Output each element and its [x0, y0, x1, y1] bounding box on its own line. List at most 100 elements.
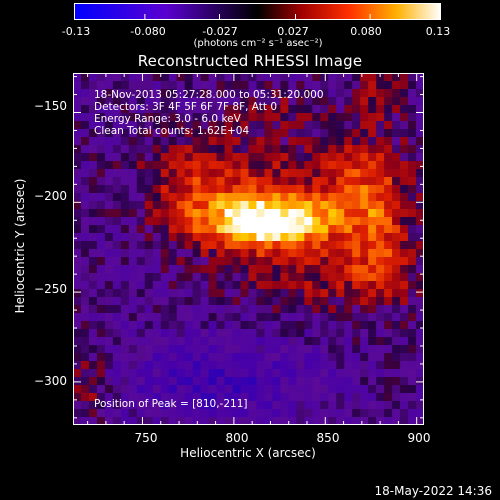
heatmap-cell — [192, 129, 202, 138]
heatmap-cell — [208, 417, 218, 425]
heatmap-cell — [200, 257, 210, 266]
heatmap-cell — [144, 153, 154, 162]
heatmap-cell — [416, 73, 424, 82]
heatmap-cell — [384, 377, 393, 386]
heatmap-cell — [400, 353, 409, 362]
heatmap-cell — [136, 369, 146, 378]
heatmap-cell — [320, 369, 329, 378]
heatmap-cell — [96, 401, 106, 410]
heatmap-cell — [96, 313, 106, 322]
heatmap-cell — [264, 313, 274, 322]
heatmap-cell — [336, 369, 345, 378]
heatmap-cell — [200, 201, 210, 210]
heatmap-cell — [408, 105, 417, 114]
heatmap-cell — [176, 225, 186, 234]
axis-ticks — [73, 73, 424, 425]
heatmap-cell — [216, 113, 226, 122]
heatmap-cell — [224, 337, 234, 346]
heatmap-cell — [208, 241, 218, 250]
heatmap-cell — [152, 321, 162, 330]
heatmap-cell — [152, 177, 162, 186]
heatmap-cell — [152, 249, 162, 258]
heatmap-cell — [320, 281, 329, 290]
heatmap-cell — [96, 169, 106, 178]
heatmap-cell — [320, 201, 329, 210]
heatmap-cells — [73, 73, 424, 425]
heatmap-cell — [408, 369, 417, 378]
heatmap-cell — [392, 225, 401, 234]
heatmap-cell — [416, 249, 424, 258]
heatmap-cell — [376, 369, 385, 378]
heatmap-cell — [112, 201, 122, 210]
heatmap-cell — [144, 225, 154, 234]
heatmap-cell — [73, 185, 82, 194]
heatmap-cell — [232, 145, 242, 154]
heatmap-cell — [400, 393, 409, 402]
heatmap-cell — [256, 241, 266, 250]
heatmap-cell — [200, 169, 210, 178]
heatmap-cell — [264, 193, 274, 202]
heatmap-cell — [416, 265, 424, 274]
colorbar — [74, 3, 441, 20]
heatmap-cell — [416, 105, 424, 114]
heatmap-cell — [264, 257, 274, 266]
heatmap-cell — [136, 217, 146, 226]
heatmap-cell — [240, 89, 250, 98]
heatmap-cell — [152, 209, 162, 218]
x-tick-label: 850 — [316, 431, 340, 445]
heatmap-cell — [152, 361, 162, 370]
heatmap-cell — [280, 265, 289, 274]
heatmap-cell — [104, 241, 114, 250]
heatmap-cell — [128, 409, 138, 418]
heatmap-cell — [200, 89, 210, 98]
heatmap-cell — [73, 329, 82, 338]
heatmap-cell — [160, 153, 170, 162]
heatmap-cell — [312, 153, 321, 162]
heatmap-cell — [128, 393, 138, 402]
heatmap-cell — [208, 193, 218, 202]
heatmap-cell — [320, 329, 329, 338]
heatmap-cell — [344, 273, 353, 282]
heatmap-cell — [360, 241, 369, 250]
heatmap-cell — [88, 225, 98, 234]
heatmap-cell — [384, 225, 393, 234]
heatmap-cell — [192, 145, 202, 154]
heatmap-cell — [112, 225, 122, 234]
heatmap-cell — [136, 273, 146, 282]
heatmap-cell — [200, 273, 210, 282]
heatmap-cell — [80, 145, 90, 154]
heatmap-cell — [344, 145, 353, 154]
heatmap-cell — [224, 161, 234, 170]
heatmap-cell — [136, 137, 146, 146]
heatmap-cell — [168, 209, 178, 218]
heatmap-cell — [304, 241, 313, 250]
heatmap-cell — [288, 313, 297, 322]
heatmap-cell — [304, 265, 313, 274]
heatmap-cell — [304, 225, 313, 234]
heatmap-cell — [256, 385, 266, 394]
heatmap-cell — [192, 137, 202, 146]
heatmap-cell — [320, 129, 329, 138]
heatmap-cell — [272, 225, 282, 234]
heatmap-cell — [176, 161, 186, 170]
heatmap-cell — [216, 121, 226, 130]
heatmap-cell — [272, 105, 282, 114]
heatmap-cell — [112, 217, 122, 226]
heatmap-cell — [376, 89, 385, 98]
heatmap-cell — [368, 313, 377, 322]
heatmap-cell — [120, 185, 130, 194]
heatmap-cell — [216, 393, 226, 402]
heatmap-cell — [176, 329, 186, 338]
heatmap-cell — [160, 321, 170, 330]
heatmap-cell — [344, 193, 353, 202]
heatmap-cell — [336, 73, 345, 82]
heatmap-plot-area — [73, 73, 424, 425]
heatmap-cell — [320, 313, 329, 322]
heatmap-cell — [248, 121, 258, 130]
heatmap-cell — [104, 273, 114, 282]
heatmap-cell — [73, 393, 82, 402]
heatmap-cell — [192, 169, 202, 178]
heatmap-cell — [73, 217, 82, 226]
heatmap-cell — [384, 249, 393, 258]
heatmap-cell — [264, 273, 274, 282]
